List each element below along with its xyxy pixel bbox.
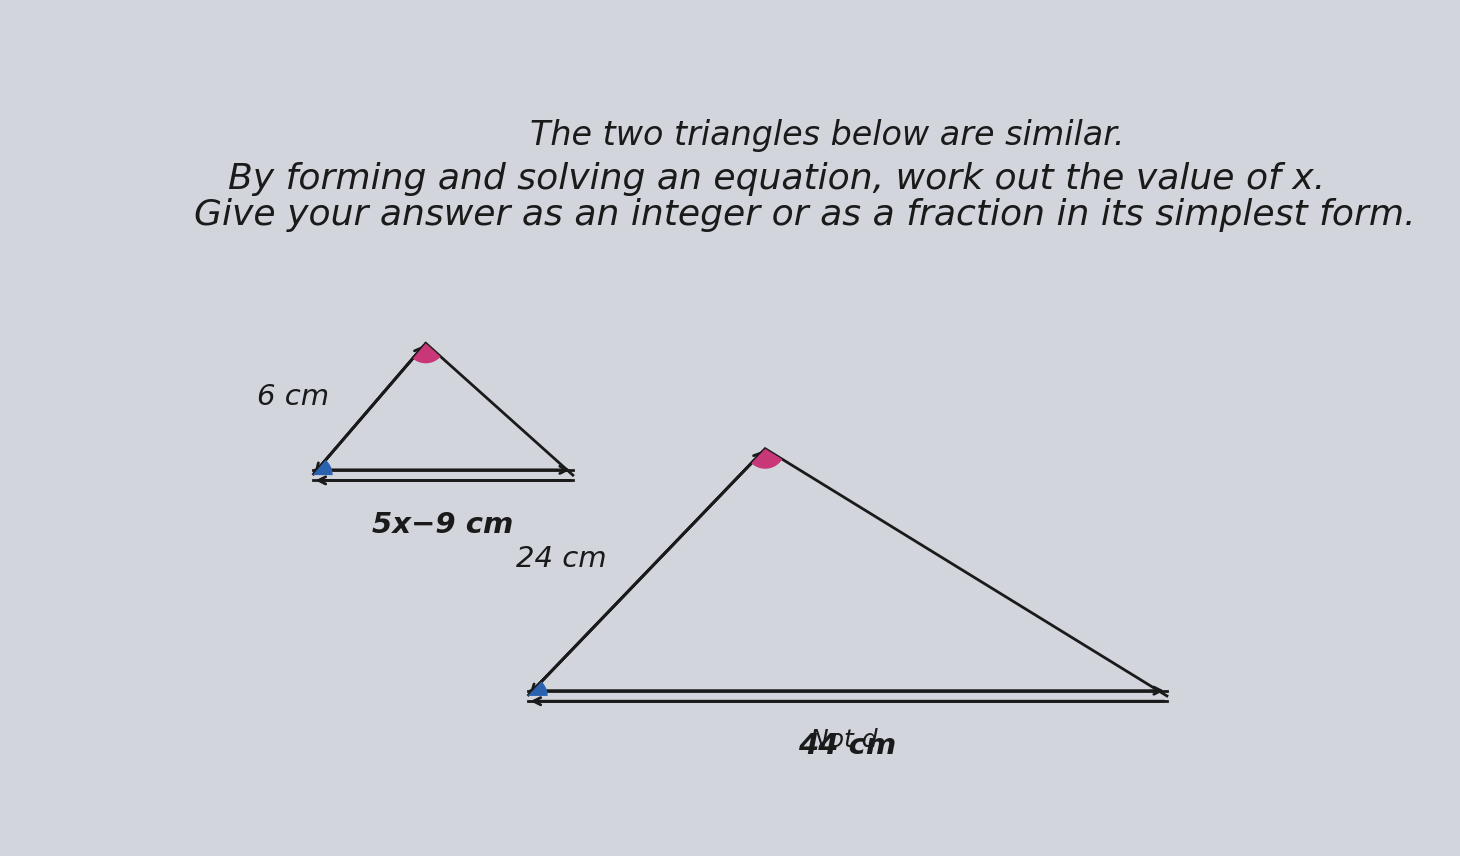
Text: 5x−9 cm: 5x−9 cm — [372, 511, 514, 539]
Text: 24 cm: 24 cm — [517, 545, 607, 574]
Text: Give your answer as an integer or as a fraction in its simplest form.: Give your answer as an integer or as a f… — [194, 199, 1415, 232]
Polygon shape — [312, 460, 333, 475]
Polygon shape — [413, 343, 441, 363]
Text: By forming and solving an equation, work out the value of x.: By forming and solving an equation, work… — [228, 162, 1326, 196]
Text: 6 cm: 6 cm — [257, 383, 328, 412]
Polygon shape — [752, 449, 783, 469]
Text: 44 cm: 44 cm — [799, 732, 896, 760]
Text: Not d: Not d — [810, 728, 877, 752]
Text: The two triangles below are similar.: The two triangles below are similar. — [530, 119, 1124, 152]
Polygon shape — [527, 681, 548, 696]
